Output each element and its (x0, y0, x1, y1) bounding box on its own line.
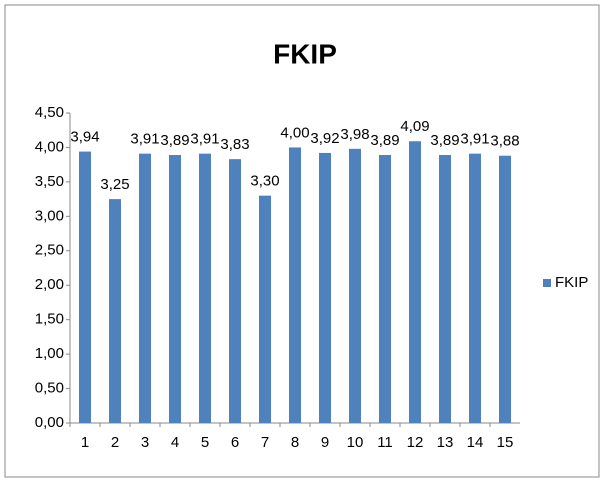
bar (289, 147, 301, 423)
x-tick-label: 9 (321, 434, 329, 451)
bar (499, 155, 511, 423)
value-label: 3,89 (370, 132, 399, 149)
value-label: 3,25 (100, 176, 129, 193)
bar (379, 155, 391, 423)
y-tick-label: 0,00 (35, 414, 64, 431)
legend-swatch (543, 279, 551, 287)
x-tick-label: 2 (111, 434, 119, 451)
y-tick-label: 1,00 (35, 345, 64, 362)
y-tick-label: 3,50 (35, 173, 64, 190)
value-label: 4,00 (280, 124, 309, 141)
bar (439, 155, 451, 423)
x-tick-label: 6 (231, 434, 239, 451)
bar (409, 141, 421, 423)
legend-label: FKIP (555, 274, 588, 291)
x-tick-label: 1 (81, 434, 89, 451)
bar (469, 153, 481, 423)
y-tick-label: 4,00 (35, 138, 64, 155)
x-tick-label: 14 (467, 434, 484, 451)
value-label: 3,89 (430, 132, 459, 149)
y-tick-label: 2,00 (35, 276, 64, 293)
x-tick-label: 5 (201, 434, 209, 451)
x-tick-label: 8 (291, 434, 299, 451)
x-tick-label: 11 (377, 434, 393, 451)
value-label: 3,98 (340, 126, 369, 143)
y-tick-label: 4,50 (35, 104, 64, 121)
value-label: 3,91 (130, 131, 159, 148)
bar (319, 152, 331, 423)
chart-title: FKIP (273, 38, 337, 69)
value-label: 3,89 (160, 132, 189, 149)
bar (169, 155, 181, 423)
value-label: 3,91 (190, 131, 219, 148)
y-tick-label: 0,50 (35, 380, 64, 397)
value-label: 3,88 (490, 133, 519, 150)
x-tick-label: 7 (261, 434, 269, 451)
value-label: 3,91 (460, 131, 489, 148)
x-tick-label: 4 (171, 434, 179, 451)
value-label: 4,09 (400, 118, 429, 135)
y-tick-label: 3,00 (35, 207, 64, 224)
bar (109, 199, 121, 423)
value-label: 3,83 (220, 136, 249, 153)
value-label: 3,30 (250, 173, 279, 190)
bar (259, 195, 271, 423)
x-tick-label: 10 (347, 434, 364, 451)
x-tick-label: 15 (497, 434, 514, 451)
x-tick-label: 3 (141, 434, 149, 451)
bar (199, 153, 211, 423)
y-tick-label: 2,50 (35, 242, 64, 259)
bar (139, 153, 151, 423)
value-label: 3,94 (70, 129, 99, 146)
x-tick-label: 13 (437, 434, 454, 451)
bar (349, 148, 361, 424)
y-tick-label: 1,50 (35, 311, 64, 328)
bar (79, 151, 91, 424)
bar (229, 159, 241, 423)
value-label: 3,92 (310, 130, 339, 147)
x-tick-label: 12 (407, 434, 424, 451)
